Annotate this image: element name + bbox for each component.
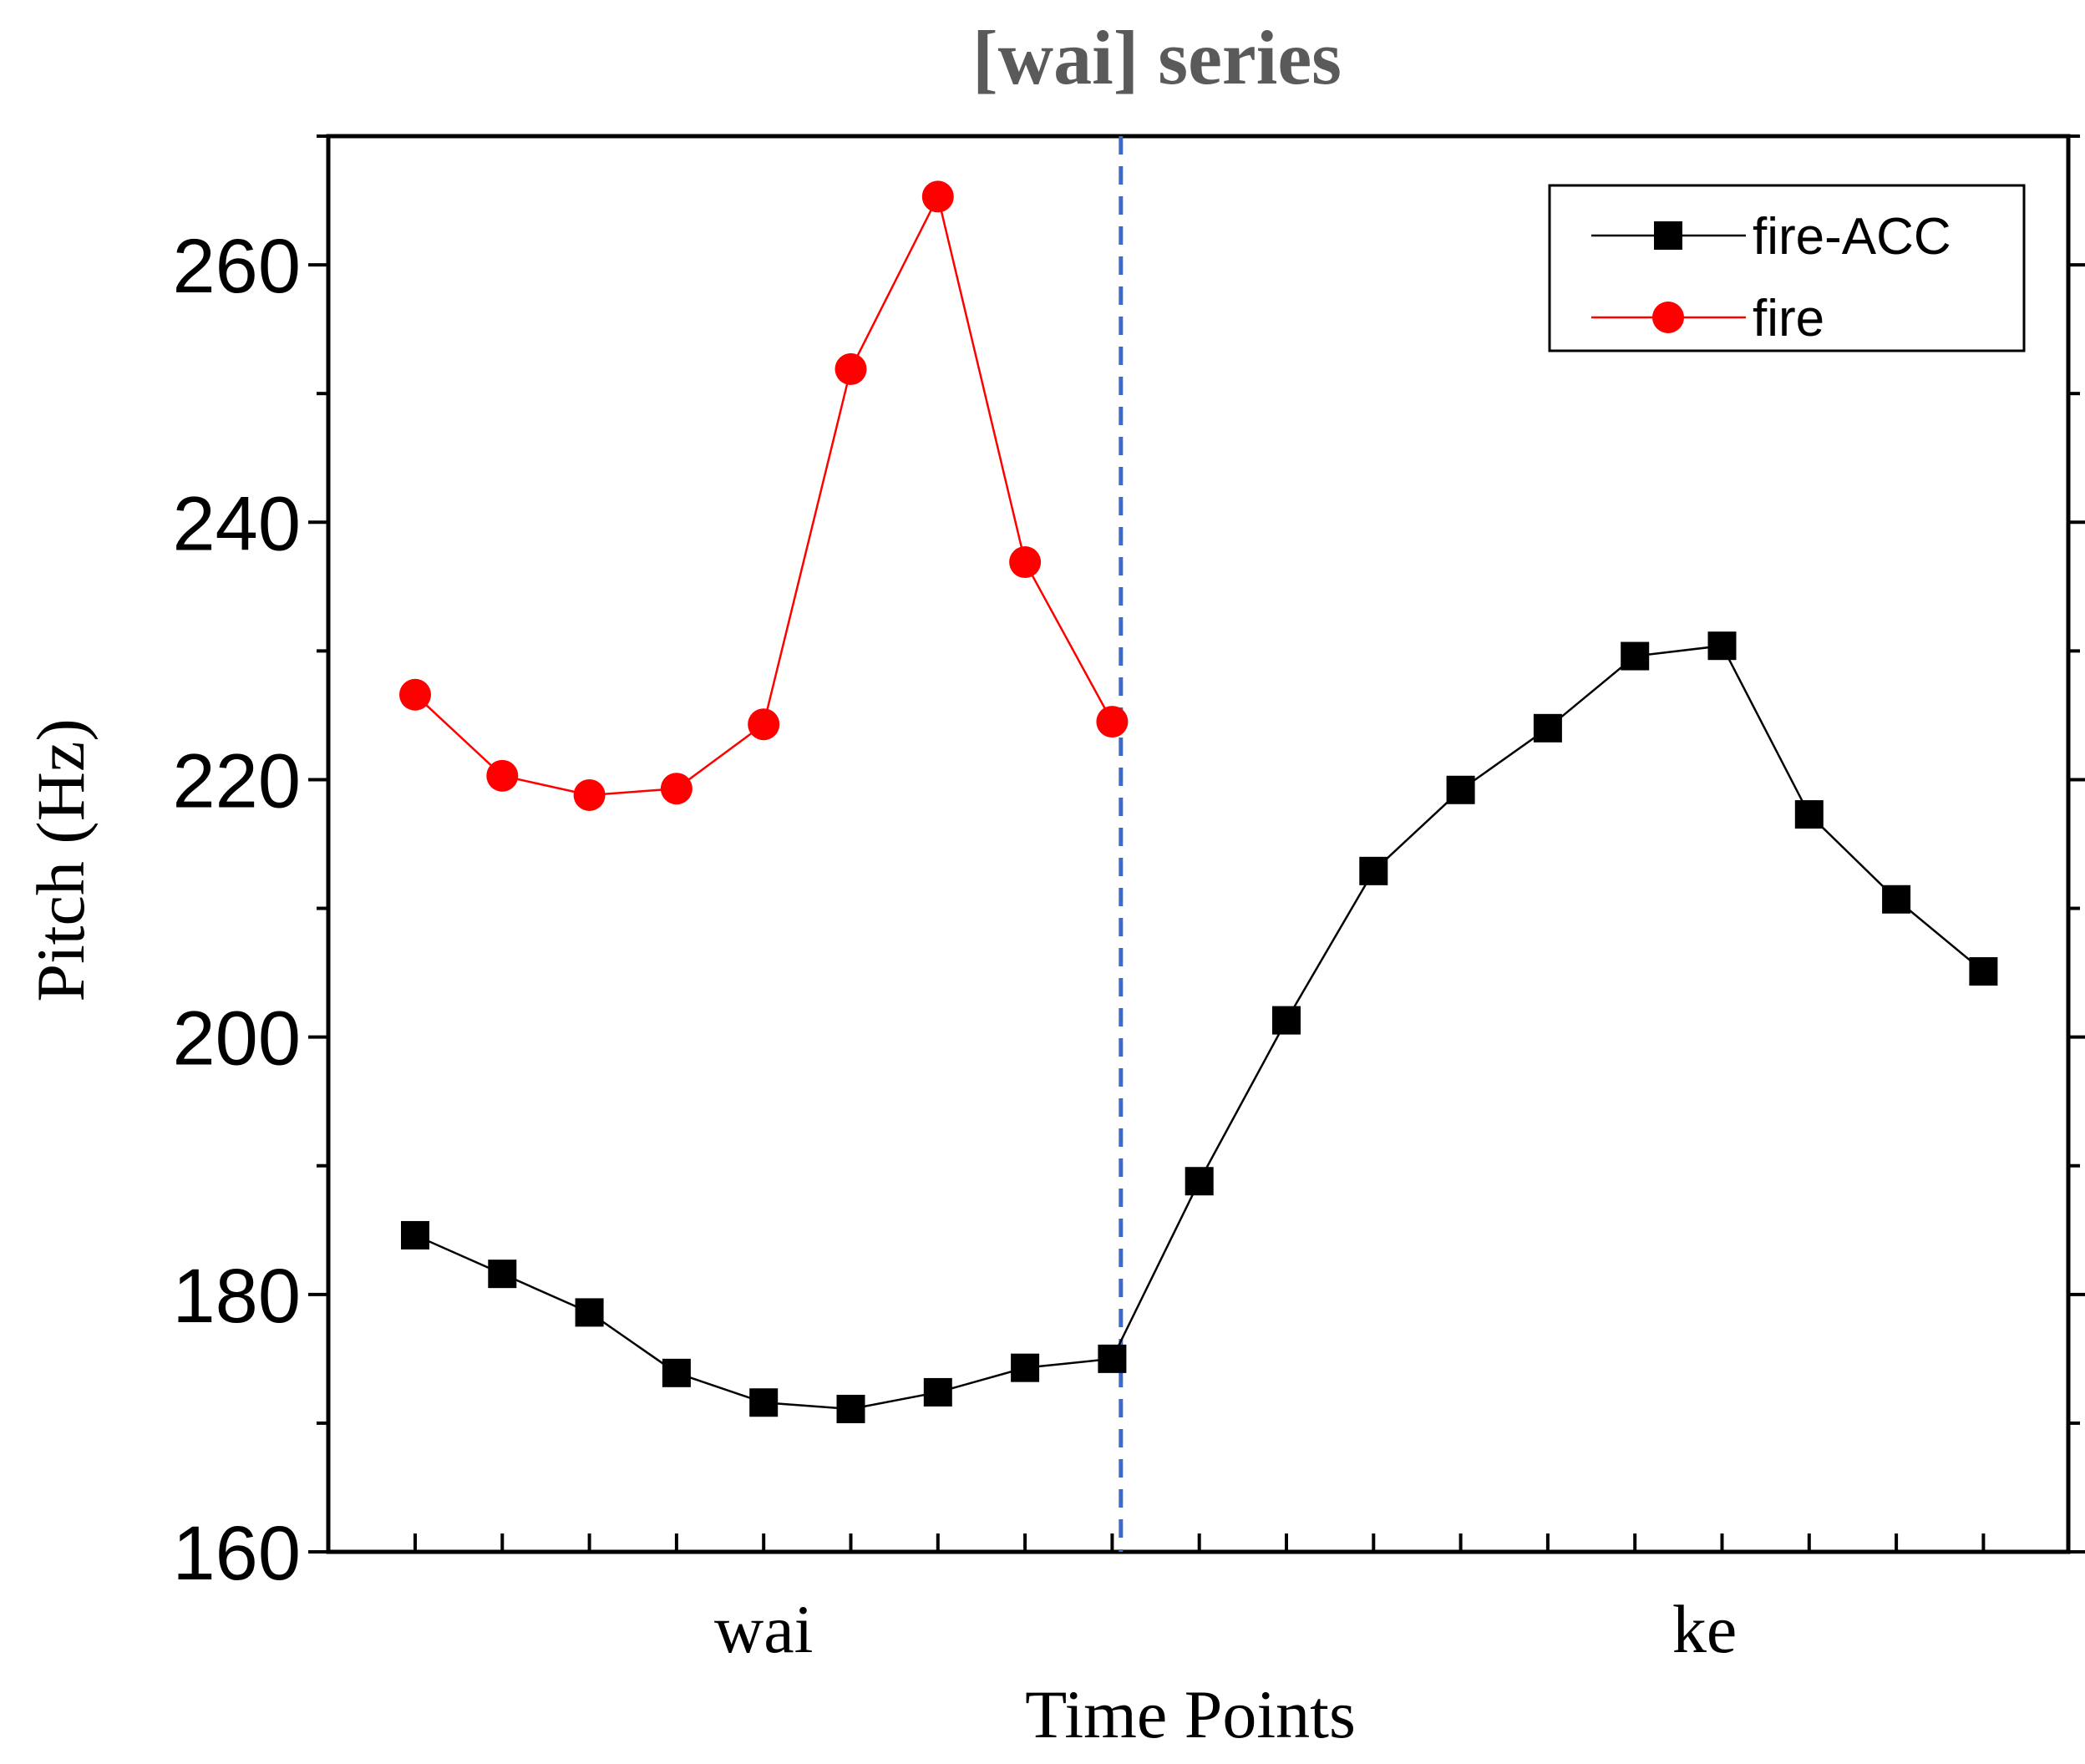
y-tick-label: 180 (173, 1254, 302, 1339)
x-axis-label: Time Points (1025, 1676, 1356, 1752)
chart-title: [wai] series (972, 15, 1342, 100)
data-point (1096, 706, 1129, 738)
data-point (1272, 1006, 1301, 1035)
x-category-label: ke (1672, 1591, 1737, 1667)
data-point (488, 1260, 517, 1289)
series-line (414, 644, 1985, 1411)
y-axis-label: Pitch (Hz) (23, 718, 99, 1001)
data-point (401, 1220, 429, 1250)
data-point (573, 778, 606, 811)
series-fire-acc (401, 631, 1998, 1423)
data-point (835, 352, 867, 385)
data-point (1969, 957, 1998, 986)
data-point (1446, 775, 1475, 804)
series-layer (399, 180, 1998, 1423)
data-point (662, 1358, 691, 1387)
legend-marker (1652, 302, 1684, 333)
data-point (748, 708, 780, 741)
data-point (1009, 546, 1042, 579)
data-point (1185, 1167, 1214, 1196)
data-point (923, 1377, 952, 1407)
y-axis: 160 180 200 220 240 260 (173, 134, 2085, 1596)
y-tick-label: 160 (173, 1511, 302, 1596)
data-point (1794, 800, 1824, 829)
x-category-label: wai (714, 1591, 813, 1667)
data-point (486, 759, 519, 792)
data-point (749, 1388, 779, 1417)
legend-label: fire-ACC (1753, 208, 1951, 266)
y-tick-label: 240 (173, 481, 302, 566)
data-point (1621, 641, 1650, 671)
data-point (399, 678, 431, 711)
y-tick-label: 200 (173, 996, 302, 1082)
data-point (1359, 856, 1388, 885)
data-point (1011, 1353, 1040, 1382)
data-point (836, 1394, 865, 1423)
series-line (414, 193, 1114, 797)
data-point (1882, 885, 1911, 914)
y-tick-label: 220 (173, 738, 302, 824)
legend-marker (1654, 221, 1682, 250)
data-point (1707, 631, 1737, 661)
x-axis: wai ke (413, 1533, 1986, 1667)
data-point (921, 180, 954, 213)
y-tick-label: 260 (173, 224, 302, 309)
legend-box (1548, 184, 2026, 352)
legend: fire-ACC fire (1548, 184, 2026, 352)
data-point (575, 1298, 604, 1327)
data-point (1533, 713, 1562, 743)
data-point (1098, 1344, 1127, 1373)
legend-label: fire (1753, 290, 1824, 347)
series-fire (399, 180, 1129, 811)
data-point (660, 773, 692, 805)
